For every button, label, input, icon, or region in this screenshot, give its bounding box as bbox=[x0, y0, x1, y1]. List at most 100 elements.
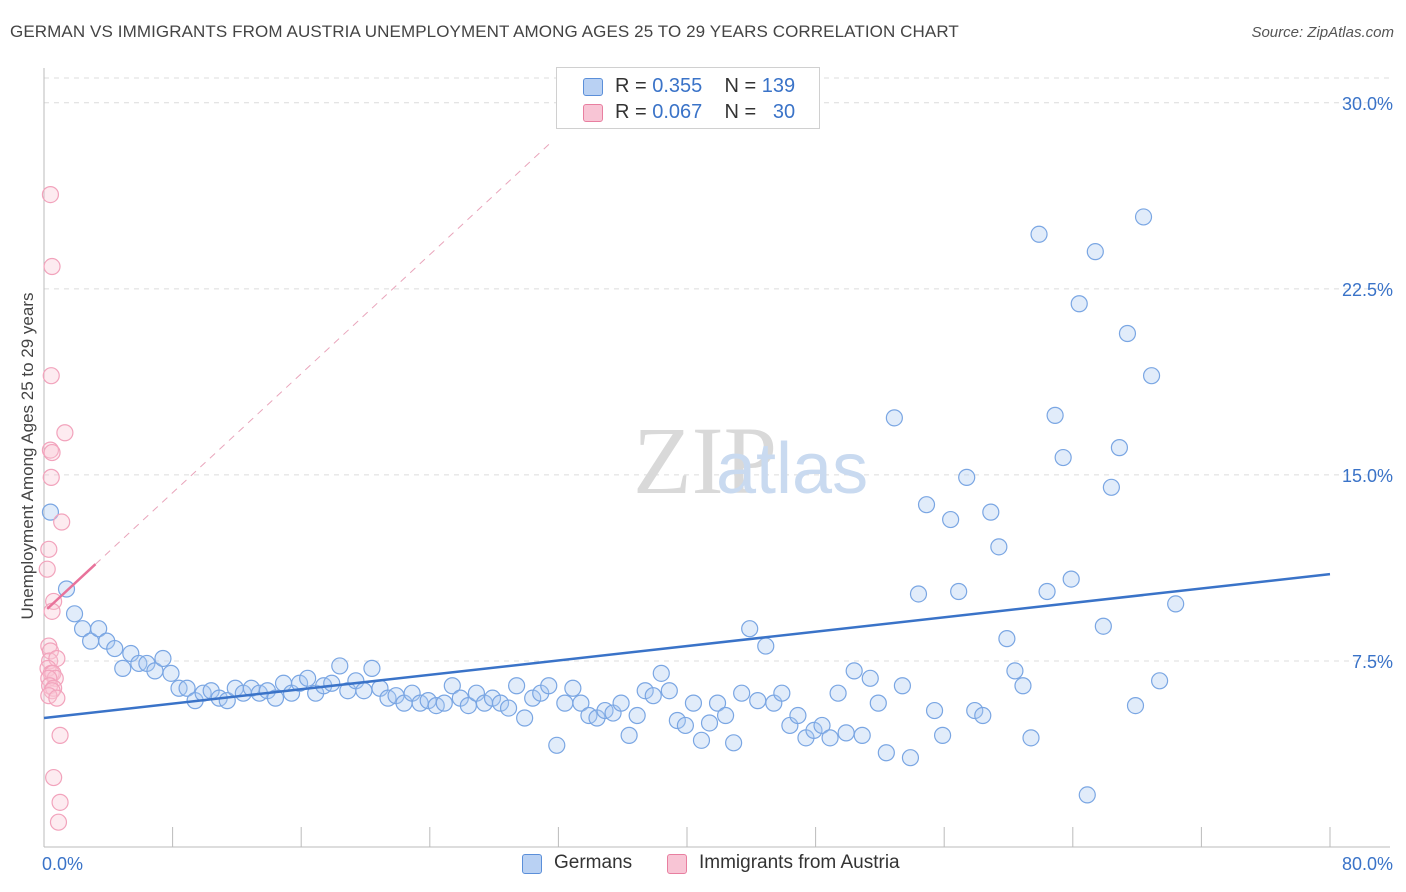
r-label: R = bbox=[615, 75, 647, 97]
germans-point bbox=[1030, 225, 1048, 243]
germans-point bbox=[998, 630, 1016, 648]
austria-point bbox=[51, 726, 69, 744]
germans-point bbox=[154, 649, 172, 668]
germans-point bbox=[299, 669, 317, 687]
germans-point bbox=[435, 694, 453, 712]
germans-point bbox=[789, 706, 807, 725]
germans-point bbox=[1167, 595, 1185, 613]
germans-point bbox=[620, 726, 638, 744]
germans-point bbox=[725, 734, 743, 752]
germans-point bbox=[829, 684, 847, 702]
germans-point bbox=[266, 689, 285, 707]
germans-point bbox=[773, 684, 791, 702]
germans-point bbox=[893, 677, 912, 695]
legend-swatch-blue bbox=[583, 78, 603, 96]
austria-point bbox=[51, 793, 69, 811]
germans-point bbox=[1062, 570, 1080, 588]
germans-point bbox=[652, 664, 670, 682]
germans-point bbox=[323, 674, 341, 692]
germans-point bbox=[958, 468, 976, 486]
austria-trend-line bbox=[46, 563, 97, 610]
y-tick-label: 7.5% bbox=[1352, 652, 1393, 672]
germans-point bbox=[1038, 582, 1056, 601]
r-value: 0.355 bbox=[652, 75, 703, 97]
germans-point bbox=[90, 620, 108, 638]
austria-trend-extension bbox=[95, 142, 551, 565]
trend-lines bbox=[43, 142, 1331, 720]
r-label: R = bbox=[615, 101, 647, 123]
germans-point bbox=[716, 706, 735, 725]
germans-point bbox=[660, 682, 678, 700]
germans-point bbox=[1134, 208, 1153, 226]
germans-point bbox=[628, 706, 646, 725]
germans-point bbox=[757, 637, 775, 655]
germans-point bbox=[41, 503, 60, 521]
germans-point bbox=[65, 605, 84, 623]
germans-point bbox=[1022, 729, 1040, 747]
germans-point bbox=[564, 679, 582, 697]
germans-point bbox=[990, 538, 1008, 556]
legend-text-germans: R = 0.355 N = 139 bbox=[615, 75, 795, 98]
austria-point bbox=[43, 257, 61, 276]
germans-point bbox=[684, 694, 703, 712]
y-tick-labels: 7.5% 15.0% 22.5% 30.0% bbox=[1342, 94, 1393, 672]
germans-point bbox=[355, 682, 373, 700]
germans-point bbox=[114, 659, 132, 677]
germans-point bbox=[1046, 406, 1064, 424]
series-legend: Germans Immigrants from Austria bbox=[0, 852, 1406, 878]
germans-point bbox=[331, 657, 349, 675]
austria-legend-label: Immigrants from Austria bbox=[699, 852, 900, 873]
austria-point bbox=[42, 468, 60, 486]
germans-point bbox=[861, 669, 879, 687]
austria-point bbox=[43, 443, 61, 462]
germans-point bbox=[853, 726, 871, 744]
watermark-zip: ZIP bbox=[633, 407, 777, 514]
austria-swatch bbox=[667, 854, 687, 874]
germans-point bbox=[106, 639, 124, 658]
germans-point bbox=[813, 716, 831, 735]
austria-point bbox=[40, 540, 58, 558]
austria-point bbox=[45, 768, 63, 787]
x-tick-label: 80.0% bbox=[1342, 854, 1393, 874]
legend-swatch-pink bbox=[583, 104, 603, 122]
austria-point bbox=[49, 813, 68, 831]
germans-point bbox=[885, 409, 903, 427]
germans-point bbox=[982, 503, 1000, 521]
watermark: ZIP atlas bbox=[633, 407, 868, 514]
germans-point bbox=[869, 694, 887, 712]
germans-point bbox=[178, 679, 196, 697]
n-value: 30 bbox=[772, 101, 796, 123]
y-tick-label: 15.0% bbox=[1342, 466, 1393, 486]
y-axis-label: Unemployment Among Ages 25 to 29 years bbox=[18, 292, 37, 620]
austria-point bbox=[42, 367, 60, 385]
germans-point bbox=[845, 662, 863, 680]
germans-point bbox=[1151, 672, 1169, 690]
germans-legend-label: Germans bbox=[554, 852, 633, 873]
germans-point bbox=[676, 716, 694, 735]
germans-point bbox=[942, 510, 960, 529]
germans-point bbox=[837, 724, 855, 742]
austria-point bbox=[56, 424, 74, 442]
x-tick-labels: 0.0% 80.0% bbox=[42, 854, 1393, 874]
germans-point bbox=[556, 694, 574, 712]
germans-point bbox=[443, 677, 461, 695]
germans-swatch bbox=[522, 854, 542, 874]
germans-point bbox=[909, 585, 928, 603]
austria-point bbox=[48, 689, 66, 707]
germans-point bbox=[821, 729, 839, 747]
germans-point bbox=[1070, 295, 1088, 313]
n-label: N = bbox=[724, 75, 757, 97]
germans-point bbox=[540, 677, 558, 695]
germans-point bbox=[749, 692, 767, 710]
germans-point bbox=[741, 620, 759, 638]
germans-point bbox=[1006, 662, 1024, 680]
germans-point bbox=[499, 699, 518, 717]
germans-point bbox=[1102, 478, 1120, 496]
germans-point bbox=[572, 694, 590, 712]
germans-point bbox=[548, 736, 566, 754]
germans-point bbox=[901, 749, 920, 767]
germans-points bbox=[41, 208, 1185, 804]
germans-point bbox=[877, 744, 895, 762]
stats-legend: R = 0.355 N = 139 R = 0.067 N = 30 bbox=[556, 67, 820, 129]
